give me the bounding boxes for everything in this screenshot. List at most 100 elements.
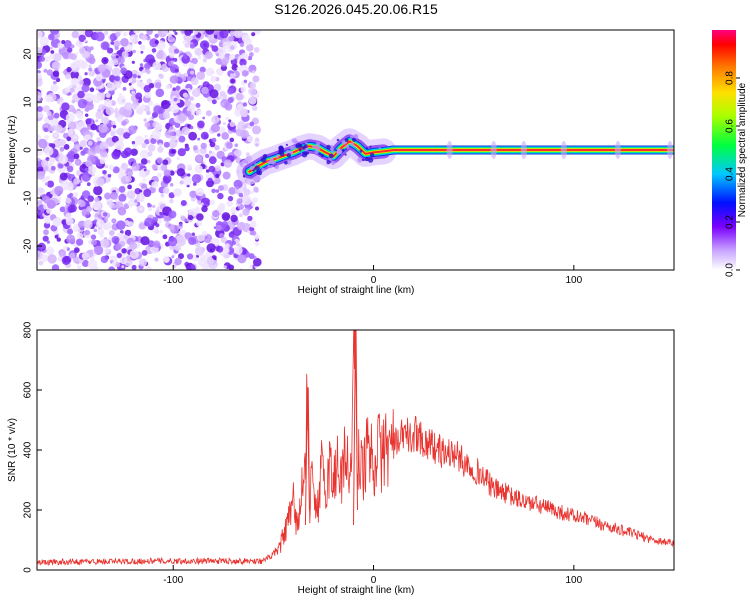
noise-speckle xyxy=(145,69,151,75)
noise-speckle xyxy=(173,57,178,62)
noise-speckle xyxy=(41,159,49,167)
y-tick-label: 800 xyxy=(23,321,34,338)
noise-speckle xyxy=(249,121,255,127)
noise-speckle xyxy=(254,188,259,193)
noise-speckle xyxy=(184,146,190,152)
noise-speckle xyxy=(124,175,132,183)
noise-speckle xyxy=(144,139,150,145)
noise-speckle xyxy=(243,79,248,84)
noise-speckle xyxy=(139,258,147,267)
noise-speckle xyxy=(207,33,215,41)
y-tick-label: -20 xyxy=(23,238,34,253)
colorbar-tick-label: 0.8 xyxy=(725,71,736,85)
noise-speckle xyxy=(201,86,209,95)
ridge-speckle xyxy=(345,144,350,149)
noise-speckle xyxy=(152,204,156,209)
noise-speckle xyxy=(240,129,249,139)
noise-speckle xyxy=(228,264,235,270)
noise-speckle xyxy=(95,147,101,153)
noise-speckle xyxy=(144,62,151,70)
y-tick-label: 10 xyxy=(23,96,34,108)
ridge-speckle xyxy=(256,170,261,175)
noise-speckle xyxy=(67,228,74,235)
noise-speckle xyxy=(67,205,75,213)
ridge-speckle xyxy=(286,153,292,158)
noise-speckle xyxy=(188,131,198,141)
noise-speckle xyxy=(131,90,135,95)
noise-speckle xyxy=(37,110,44,119)
noise-speckle xyxy=(238,192,244,198)
noise-speckle xyxy=(121,120,127,126)
noise-speckle xyxy=(89,46,94,51)
noise-speckle xyxy=(162,30,168,35)
noise-speckle xyxy=(155,123,163,131)
noise-speckle xyxy=(43,56,50,63)
noise-speckle xyxy=(107,60,115,67)
noise-speckle xyxy=(92,94,102,104)
noise-speckle xyxy=(223,265,227,269)
noise-speckle xyxy=(46,240,51,244)
noise-speckle xyxy=(195,206,200,211)
noise-speckle xyxy=(250,190,254,195)
noise-speckle xyxy=(58,151,64,156)
noise-speckle xyxy=(243,188,251,196)
noise-speckle xyxy=(205,169,210,173)
noise-speckle xyxy=(222,171,231,180)
noise-speckle xyxy=(141,142,147,149)
noise-speckle xyxy=(178,135,186,143)
noise-speckle xyxy=(84,72,88,76)
noise-speckle xyxy=(128,78,133,82)
noise-speckle xyxy=(152,61,162,71)
noise-speckle xyxy=(162,187,170,194)
noise-speckle xyxy=(141,34,148,41)
noise-speckle xyxy=(111,67,121,77)
noise-speckle xyxy=(53,80,57,85)
noise-speckle xyxy=(66,120,71,124)
noise-speckle xyxy=(169,41,174,46)
noise-speckle xyxy=(233,149,242,157)
noise-speckle xyxy=(146,30,153,35)
noise-speckle xyxy=(234,246,243,255)
noise-speckle xyxy=(126,190,136,199)
noise-speckle xyxy=(96,211,100,215)
ridge-speckle xyxy=(359,149,363,153)
noise-speckle xyxy=(197,137,201,141)
noise-speckle xyxy=(127,171,133,177)
noise-speckle xyxy=(221,221,228,228)
noise-speckle xyxy=(44,94,53,103)
snr-spike xyxy=(352,330,359,526)
noise-speckle xyxy=(143,168,147,172)
noise-speckle xyxy=(182,54,188,59)
ridge-speckle xyxy=(270,156,274,160)
y-tick-label: 200 xyxy=(23,501,34,518)
ridge-speckle xyxy=(350,142,355,146)
noise-speckle xyxy=(225,116,230,121)
x-tick-label: 100 xyxy=(565,575,582,586)
noise-speckle xyxy=(156,51,164,60)
ridge-speckle xyxy=(278,150,282,155)
noise-speckle xyxy=(184,218,188,222)
ridge-speckle xyxy=(270,165,273,168)
ridge-speckle xyxy=(242,175,246,178)
noise-speckle xyxy=(51,61,61,71)
ridge-speckle xyxy=(326,159,331,165)
noise-speckle xyxy=(189,125,194,130)
noise-speckle xyxy=(76,86,83,92)
noise-speckle xyxy=(78,41,82,45)
ridge-speckle xyxy=(260,157,267,163)
noise-speckle xyxy=(196,213,204,221)
noise-speckle xyxy=(46,175,51,181)
noise-speckle xyxy=(242,102,248,107)
noise-speckle xyxy=(133,30,140,34)
noise-speckle xyxy=(76,59,86,69)
noise-speckle xyxy=(84,167,89,172)
noise-speckle xyxy=(57,128,62,133)
snr-x-label: Height of straight line (km) xyxy=(298,585,415,596)
noise-speckle xyxy=(112,124,117,129)
noise-speckle xyxy=(150,137,157,144)
noise-speckle xyxy=(227,195,234,202)
ridge-speckle xyxy=(314,149,319,154)
x-tick-label: 0 xyxy=(371,275,377,286)
noise-speckle xyxy=(189,43,195,49)
